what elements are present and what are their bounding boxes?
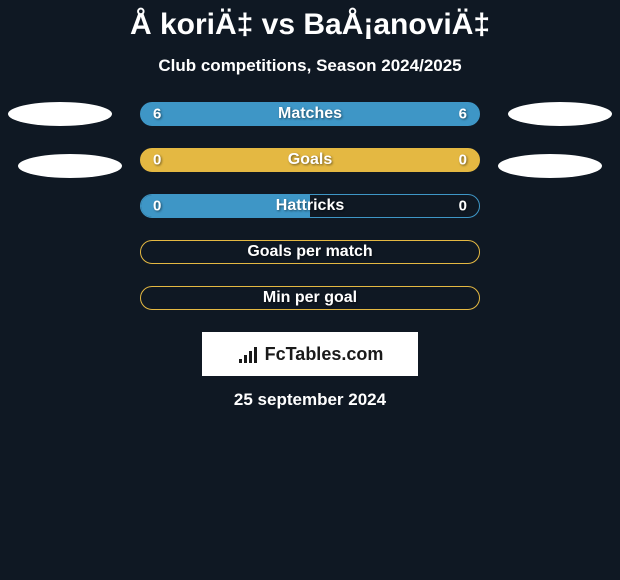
player-left-ellipse-2 (18, 154, 122, 178)
brand-logo-box[interactable]: FcTables.com (202, 332, 418, 376)
page-subtitle: Club competitions, Season 2024/2025 (0, 56, 620, 76)
bar-chart-icon (237, 343, 259, 365)
stat-rows: 6 6 Matches 0 0 Goals 0 0 Hattricks Goals per mat… (0, 102, 620, 310)
player-right-ellipse-1 (508, 102, 612, 126)
stat-row: 0 0 Hattricks (140, 194, 480, 218)
player-left-ellipse-1 (8, 102, 112, 126)
footer-date: 25 september 2024 (0, 390, 620, 410)
stat-value-right: 0 (459, 152, 467, 169)
stat-value-left: 0 (153, 198, 161, 215)
page-title: Å koriÄ‡ vs BaÅ¡anoviÄ‡ (0, 8, 620, 42)
stats-area: 6 6 Matches 0 0 Goals 0 0 Hattricks Goals per mat… (0, 102, 620, 310)
stat-row: 6 6 Matches (140, 102, 480, 126)
stat-value-left: 6 (153, 106, 161, 123)
stat-value-right: 0 (459, 198, 467, 215)
stat-label: Matches (278, 105, 342, 123)
stat-label: Min per goal (263, 289, 357, 307)
stat-row: Min per goal (140, 286, 480, 310)
stat-label: Hattricks (276, 197, 344, 215)
brand-text: FcTables.com (265, 344, 384, 365)
stat-label: Goals per match (247, 243, 372, 261)
stat-value-right: 6 (459, 106, 467, 123)
stat-row: 0 0 Goals (140, 148, 480, 172)
stat-value-left: 0 (153, 152, 161, 169)
stat-row: Goals per match (140, 240, 480, 264)
comparison-container: Å koriÄ‡ vs BaÅ¡anoviÄ‡ Club competition… (0, 0, 620, 410)
player-right-ellipse-2 (498, 154, 602, 178)
stat-label: Goals (288, 151, 332, 169)
